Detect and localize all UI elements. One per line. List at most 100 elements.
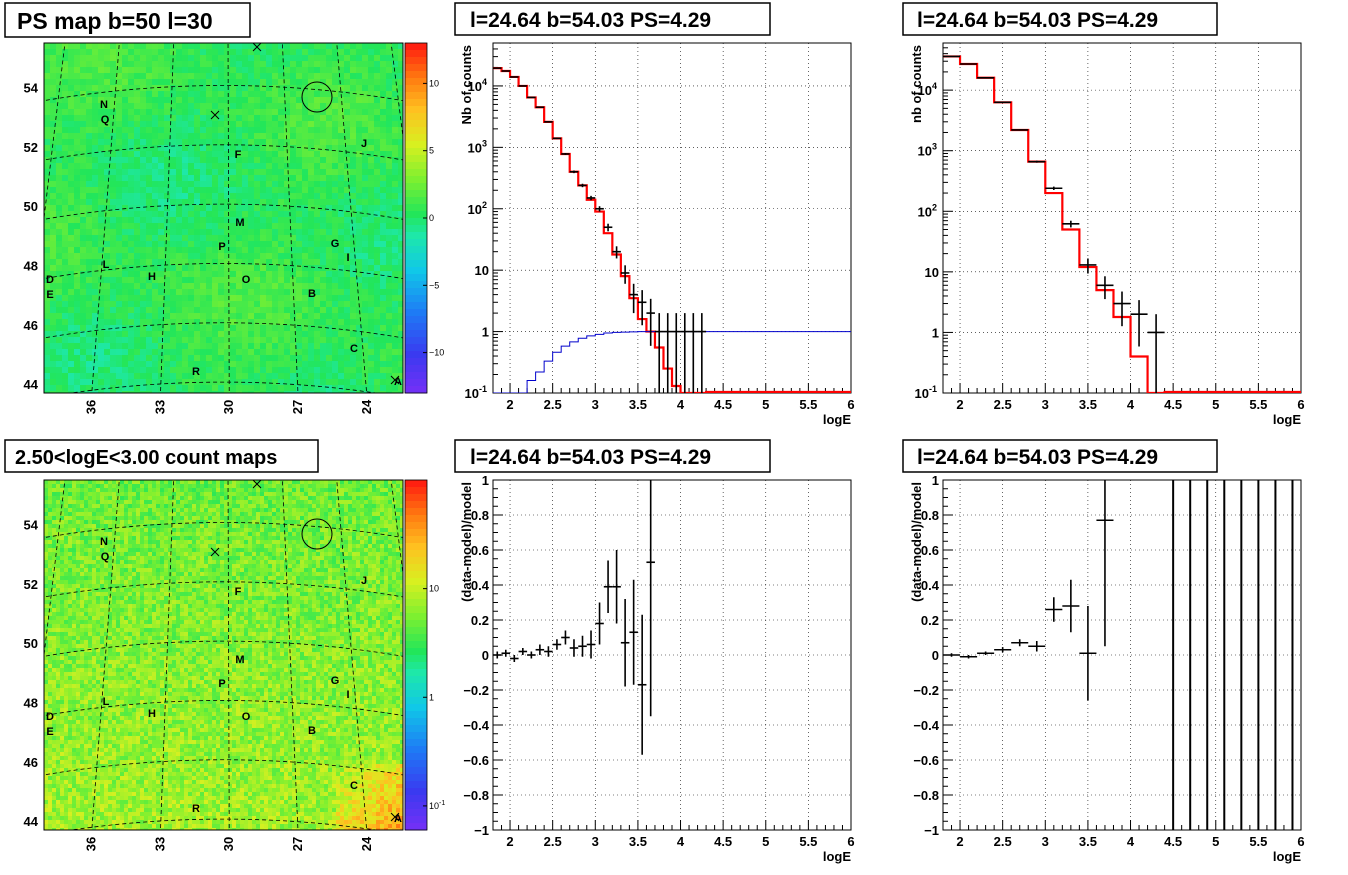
map-cell <box>272 301 279 308</box>
map-cell <box>254 163 261 170</box>
map-cell <box>362 187 369 194</box>
map-cell <box>264 520 269 525</box>
map-cell <box>392 277 399 284</box>
map-cell <box>86 139 93 146</box>
map-cell <box>112 516 117 521</box>
map-cell <box>74 67 81 74</box>
map-cell <box>128 61 135 68</box>
map-cell <box>272 73 279 80</box>
map-cell <box>380 151 387 158</box>
map-cell <box>290 331 297 338</box>
map-cell <box>272 379 279 386</box>
map-cell <box>266 97 273 104</box>
map-cell <box>266 283 273 290</box>
map-cell <box>368 247 375 254</box>
map-cell <box>50 163 57 170</box>
map-cell <box>110 187 117 194</box>
map-cell <box>146 379 153 386</box>
map-cell <box>86 175 93 182</box>
map-cell <box>68 289 75 296</box>
map-cell <box>212 532 217 537</box>
map-cell <box>362 55 369 62</box>
map-cell <box>272 103 279 110</box>
map-cell <box>152 355 159 362</box>
map-cell <box>288 536 293 541</box>
map-cell <box>110 91 117 98</box>
map-cell <box>392 361 399 368</box>
map-cell <box>260 355 267 362</box>
map-cell <box>264 500 269 505</box>
map-cell <box>64 536 69 541</box>
map-cell <box>212 175 219 182</box>
map-cell <box>350 337 357 344</box>
map-cell <box>240 516 245 521</box>
map-cell <box>224 151 231 158</box>
map-cell <box>44 492 49 497</box>
map-cell <box>212 133 219 140</box>
map-cell <box>230 109 237 116</box>
map-cell <box>308 79 315 86</box>
map-cell <box>176 253 183 260</box>
map-cell <box>80 295 87 302</box>
map-cell <box>206 145 213 152</box>
map-cell <box>356 247 363 254</box>
map-cell <box>256 536 261 541</box>
map-cell <box>48 536 53 541</box>
map-cell <box>140 337 147 344</box>
map-cell <box>164 43 171 50</box>
map-cell <box>248 301 255 308</box>
map-cell <box>176 313 183 320</box>
map-cell <box>196 496 201 501</box>
map-cell <box>308 61 315 68</box>
map-cell <box>230 205 237 212</box>
map-cell <box>62 289 69 296</box>
map-cell <box>344 484 349 489</box>
map-cell <box>92 163 99 170</box>
map-cell <box>344 355 351 362</box>
map-cell <box>332 373 339 380</box>
map-cell <box>340 500 345 505</box>
map-cell <box>386 157 393 164</box>
map-cell <box>64 516 69 521</box>
map-cell <box>348 504 353 509</box>
map-cell <box>272 277 279 284</box>
map-cell <box>296 127 303 134</box>
map-cell <box>230 319 237 326</box>
map-cell <box>164 121 171 128</box>
map-cell <box>128 229 135 236</box>
map-cell <box>158 235 165 242</box>
map-cell <box>188 91 195 98</box>
map-cell <box>392 313 399 320</box>
map-cell <box>98 145 105 152</box>
map-cell <box>44 271 51 278</box>
map-cell <box>368 241 375 248</box>
map-cell <box>92 373 99 380</box>
map-cell <box>72 512 77 517</box>
map-cell <box>314 385 321 392</box>
map-cell <box>68 391 75 393</box>
map-cell <box>254 169 261 176</box>
map-cell <box>380 289 387 296</box>
map-cell <box>92 43 99 50</box>
map-cell <box>344 271 351 278</box>
map-cell <box>86 97 93 104</box>
title-box-residuals: l=24.64 b=54.03 PS=4.29 <box>454 439 771 473</box>
map-cell <box>86 109 93 116</box>
map-cell <box>224 67 231 74</box>
map-cell <box>272 524 277 529</box>
map-cell <box>380 500 385 505</box>
map-cell <box>242 109 249 116</box>
map-cell <box>326 145 333 152</box>
map-cell <box>338 235 345 242</box>
map-cell <box>230 367 237 374</box>
map-cell <box>320 325 327 332</box>
map-cell <box>244 488 249 493</box>
map-cell <box>254 115 261 122</box>
map-cell <box>80 331 87 338</box>
map-cell <box>122 67 129 74</box>
map-cell <box>176 145 183 152</box>
map-cell <box>92 205 99 212</box>
map-cell <box>208 516 213 521</box>
map-cell <box>122 331 129 338</box>
map-cell <box>384 496 389 501</box>
